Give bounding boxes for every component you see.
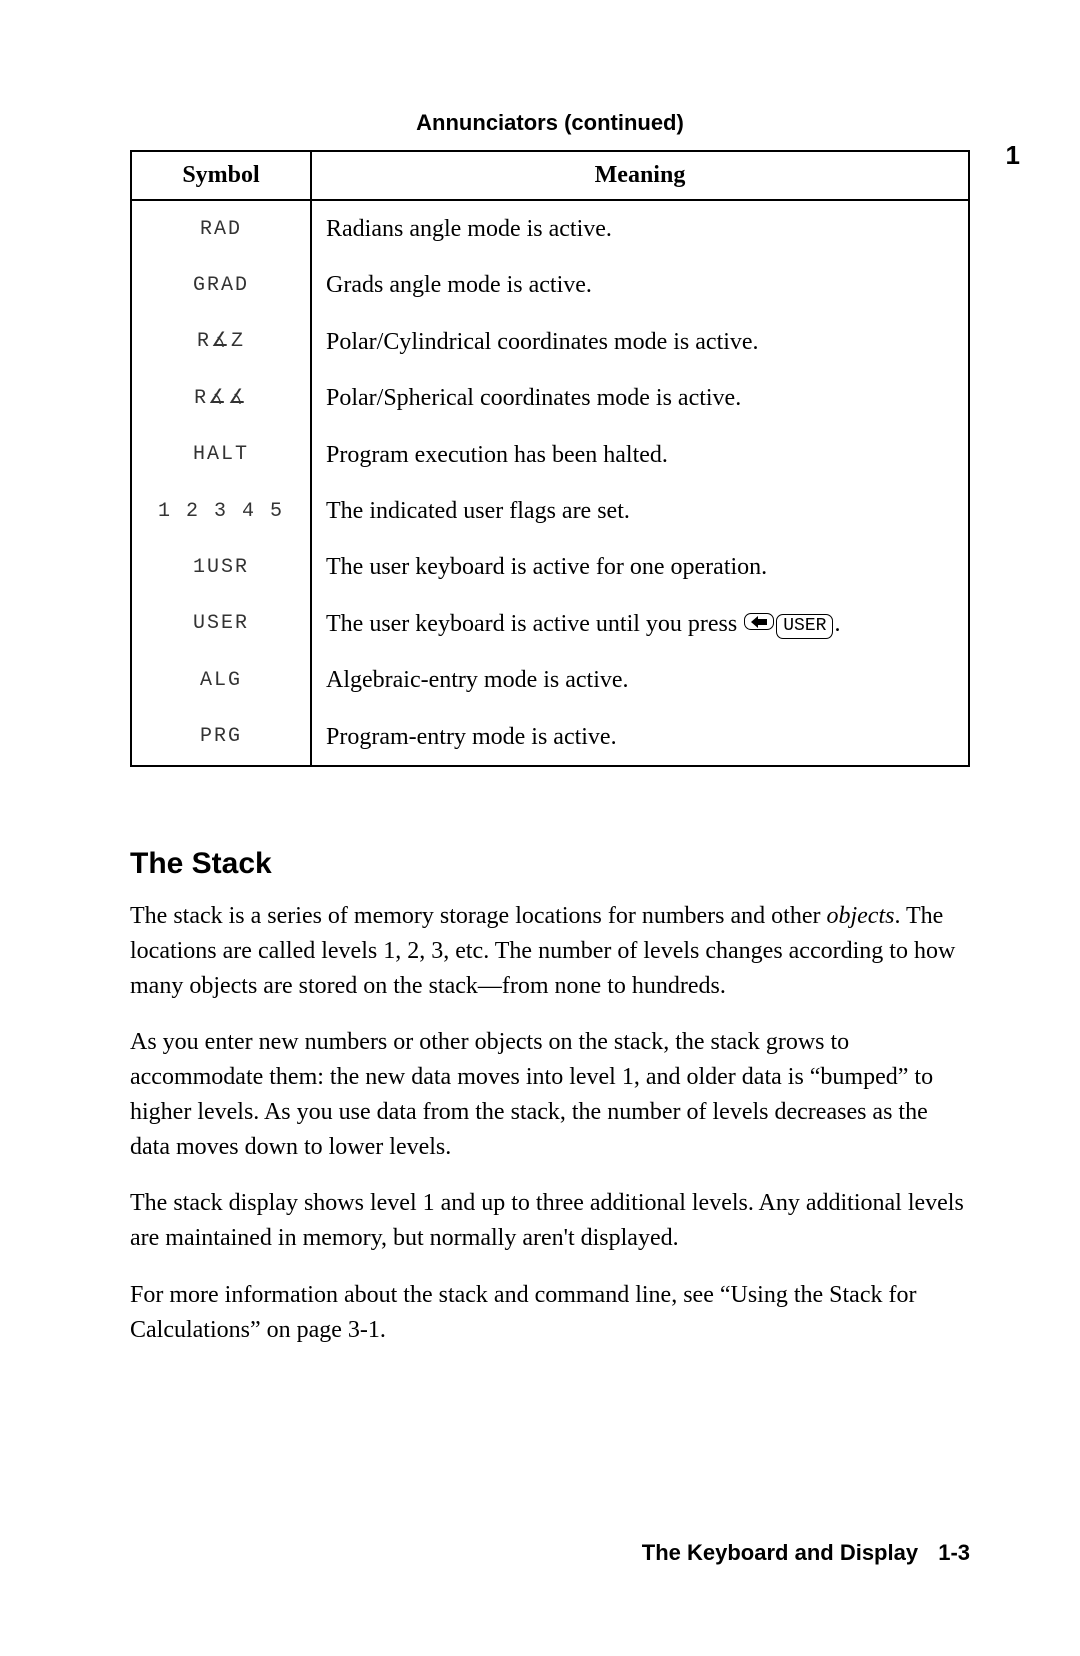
meaning-cell: The indicated user flags are set. xyxy=(311,483,969,539)
table-row: GRAD Grads angle mode is active. xyxy=(131,257,969,313)
left-shift-key-icon xyxy=(744,613,774,630)
table-row: ALG Algebraic-entry mode is active. xyxy=(131,652,969,708)
table-row: HALT Program execution has been halted. xyxy=(131,427,969,483)
symbol-cell: ALG xyxy=(131,652,311,708)
meaning-cell: The user keyboard is active for one oper… xyxy=(311,539,969,595)
table-row: R∡∡ Polar/Spherical coordinates mode is … xyxy=(131,370,969,426)
meaning-text-prefix: The user keyboard is active until you pr… xyxy=(326,611,743,637)
body-paragraph: The stack display shows level 1 and up t… xyxy=(130,1186,970,1256)
table-row: 1USR The user keyboard is active for one… xyxy=(131,539,969,595)
symbol-cell: GRAD xyxy=(131,257,311,313)
paragraph-text: The stack is a series of memory storage … xyxy=(130,903,826,929)
symbol-cell: R∡∡ xyxy=(131,370,311,426)
meaning-cell: The user keyboard is active until you pr… xyxy=(311,596,969,652)
meaning-cell: Program-entry mode is active. xyxy=(311,709,969,766)
table-header-meaning: Meaning xyxy=(311,151,969,200)
meaning-text-suffix: . xyxy=(834,611,840,637)
meaning-cell: Radians angle mode is active. xyxy=(311,200,969,257)
table-title: Annunciators (continued) xyxy=(130,110,970,136)
meaning-cell: Polar/Cylindrical coordinates mode is ac… xyxy=(311,314,969,370)
symbol-cell: R∡Z xyxy=(131,314,311,370)
body-paragraph: The stack is a series of memory storage … xyxy=(130,899,970,1003)
table-row: 1 2 3 4 5 The indicated user flags are s… xyxy=(131,483,969,539)
table-row: RAD Radians angle mode is active. xyxy=(131,200,969,257)
footer-title: The Keyboard and Display xyxy=(642,1540,918,1565)
meaning-cell: Algebraic-entry mode is active. xyxy=(311,652,969,708)
table-row: USER The user keyboard is active until y… xyxy=(131,596,969,652)
page-footer: The Keyboard and Display 1-3 xyxy=(642,1540,970,1566)
chapter-number: 1 xyxy=(1006,140,1020,171)
symbol-cell: USER xyxy=(131,596,311,652)
symbol-cell: 1USR xyxy=(131,539,311,595)
user-key: USER xyxy=(776,614,833,639)
symbol-cell: 1 2 3 4 5 xyxy=(131,483,311,539)
meaning-cell: Program execution has been halted. xyxy=(311,427,969,483)
meaning-cell: Grads angle mode is active. xyxy=(311,257,969,313)
symbol-cell: RAD xyxy=(131,200,311,257)
body-paragraph: As you enter new numbers or other object… xyxy=(130,1025,970,1164)
section-heading: The Stack xyxy=(130,847,970,881)
table-header-symbol: Symbol xyxy=(131,151,311,200)
symbol-cell: PRG xyxy=(131,709,311,766)
table-row: PRG Program-entry mode is active. xyxy=(131,709,969,766)
symbol-cell: HALT xyxy=(131,427,311,483)
table-row: R∡Z Polar/Cylindrical coordinates mode i… xyxy=(131,314,969,370)
footer-page-number: 1-3 xyxy=(938,1540,970,1565)
annunciators-table: Symbol Meaning RAD Radians angle mode is… xyxy=(130,150,970,767)
meaning-cell: Polar/Spherical coordinates mode is acti… xyxy=(311,370,969,426)
italic-term: objects xyxy=(826,903,894,929)
body-paragraph: For more information about the stack and… xyxy=(130,1278,970,1348)
